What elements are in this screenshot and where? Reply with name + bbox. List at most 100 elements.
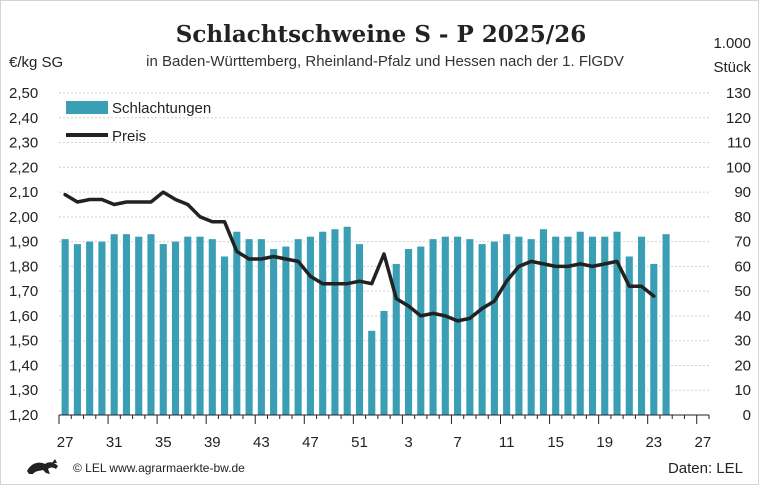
bar [417,246,425,415]
bar [625,256,633,415]
bar [159,244,167,415]
x-axis-tick-label: 15 [547,434,564,451]
bar [355,244,364,415]
right-axis-tick-label: 70 [734,234,751,251]
left-axis-unit: €/kg SG [9,54,63,71]
bar [539,229,547,415]
bar [564,236,572,415]
left-axis-ticks: 2,50 2,40 2,30 2,20 2,10 2,00 1,90 1,80 1,70 1,60… [9,85,38,424]
x-axis: 27 31 35 39 43 47 51 3 7 11 15 19 23 27 [57,414,712,451]
bar [368,330,376,415]
bar [404,249,413,415]
x-axis-tick-label: 27 [57,434,74,451]
bar [196,236,204,415]
bar [98,241,106,415]
right-axis-tick-label: 40 [734,308,751,325]
bar [73,244,81,415]
bar [454,236,462,415]
lion-logo-icon [27,459,58,474]
bar [294,239,302,415]
bar [429,239,437,415]
right-axis-tick-label: 30 [734,333,751,350]
bar [380,310,388,415]
right-axis-unit-line1: 1.000 [713,35,751,52]
footer-copyright: © LEL www.agrarmaerkte-bw.de [73,461,245,475]
bar [86,241,94,415]
bar [466,239,474,415]
line-series-preis [63,190,656,323]
bar [270,249,278,415]
bar [576,231,584,415]
right-axis-tick-label: 100 [726,159,751,176]
bar [441,236,449,415]
bar [601,236,609,415]
x-axis-tick-label: 27 [695,434,712,451]
left-axis-tick-label: 1,30 [9,382,38,399]
bar [613,231,621,415]
bar [319,231,327,415]
bar [208,239,216,415]
bar [490,241,498,415]
left-axis-tick-label: 2,50 [9,85,38,102]
x-axis-tick-label: 11 [499,434,515,451]
bar [343,226,351,415]
bar [257,239,265,415]
right-axis-tick-label: 80 [734,209,751,226]
bar [527,239,535,415]
legend: Schlachtungen Preis [66,100,211,145]
x-axis-tick-label: 51 [351,434,368,451]
right-axis-tick-label: 130 [726,85,751,102]
x-axis-tick-label: 39 [204,434,221,451]
x-axis-tick-label: 3 [404,434,412,451]
right-axis-tick-label: 20 [734,357,751,374]
right-axis-tick-label: 110 [727,135,751,152]
bar [184,236,192,415]
x-axis-tick-label: 23 [645,434,662,451]
x-axis-tick-label: 35 [155,434,172,451]
right-axis-tick-label: 60 [734,258,751,275]
left-axis-tick-label: 1,40 [9,357,38,374]
x-axis-tick-label: 47 [302,434,319,451]
bar-series-schlachtungen [61,226,670,415]
left-axis-tick-label: 2,40 [9,110,38,127]
bar [122,234,131,415]
bar [552,236,560,415]
left-axis-tick-label: 1,80 [9,258,38,275]
legend-label-preis: Preis [112,128,146,145]
bar [282,246,290,415]
left-axis-tick-label: 2,10 [9,184,38,201]
bar [478,244,486,415]
right-axis-unit-line2: Stück [713,59,751,76]
bar [110,234,118,415]
left-axis-tick-label: 2,00 [9,209,38,226]
bar [331,229,339,415]
bar [637,236,646,415]
bar [588,236,597,415]
bar [503,234,511,415]
x-axis-tick-label: 7 [453,434,461,451]
bar [233,231,241,415]
bar [306,236,314,415]
left-axis-tick-label: 1,60 [9,308,38,325]
chart-title: Schlachtschweine S - P 2025/26 [176,21,586,48]
legend-swatch-schlachtungen [66,101,108,114]
x-axis-tick-label: 43 [253,434,270,451]
left-axis-tick-label: 2,20 [9,159,38,176]
right-axis-tick-label: 90 [734,184,751,201]
left-axis-tick-label: 1,20 [9,407,38,424]
right-axis-tick-label: 0 [743,407,751,424]
bar [392,263,400,415]
chart-subtitle: in Baden-Württemberg, Rheinland-Pfalz un… [146,53,624,70]
bar [221,256,229,415]
bar [650,263,658,415]
legend-label-schlachtungen: Schlachtungen [112,100,211,117]
bar [245,239,253,415]
right-axis-tick-label: 120 [726,110,751,127]
bar [135,236,143,415]
bar [171,241,180,415]
left-axis-tick-label: 1,50 [9,333,38,350]
footer-source: Daten: LEL [668,460,743,477]
